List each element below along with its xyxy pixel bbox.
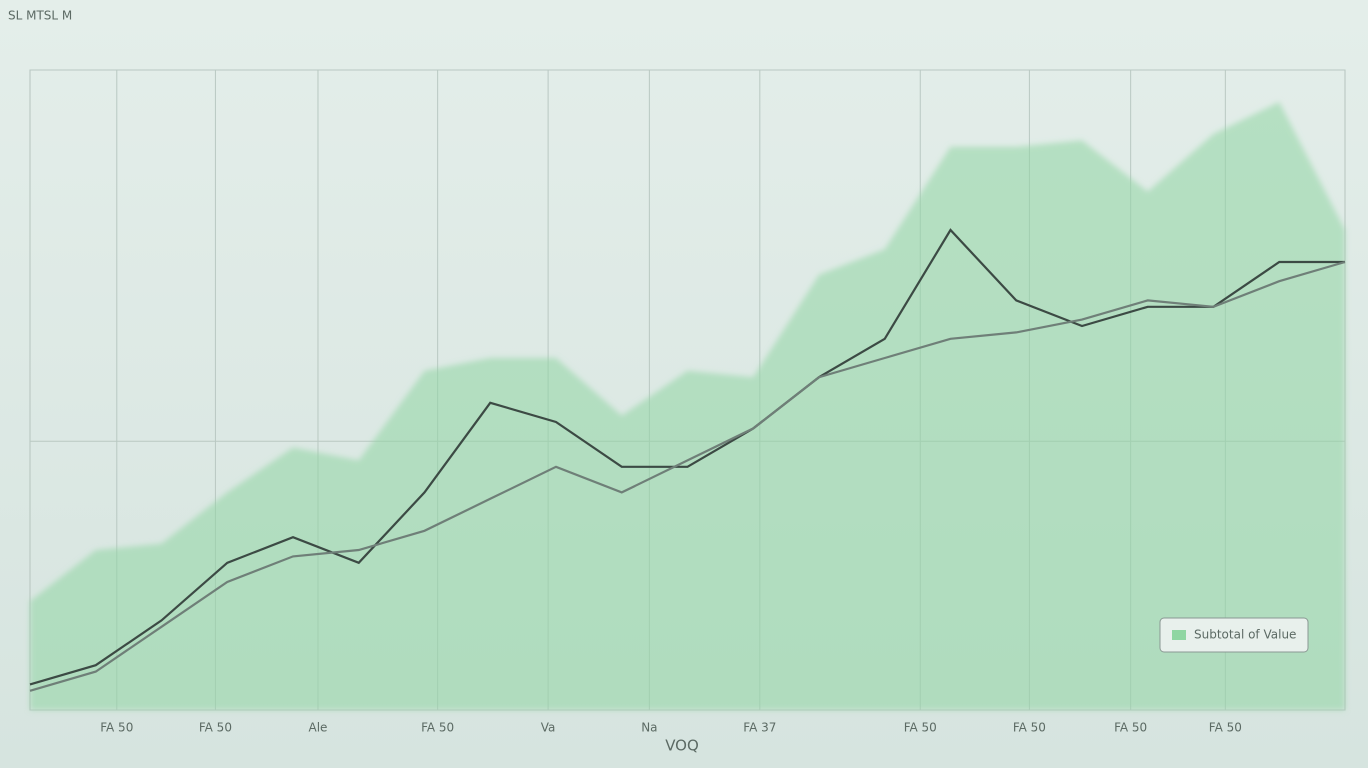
x-tick-label: Va xyxy=(541,721,556,735)
line xyxy=(29,260,1346,692)
legend-swatch xyxy=(1172,630,1186,640)
x-tick-label: FA 50 xyxy=(199,721,232,735)
x-tick-label: FA 50 xyxy=(1209,721,1242,735)
x-tick-label: Ale xyxy=(309,721,328,735)
chart-title: SL MTSL M xyxy=(8,9,72,23)
x-tick-label: FA 50 xyxy=(904,721,937,735)
x-axis-label: VOQ xyxy=(665,737,699,755)
x-tick-label: FA 50 xyxy=(1013,721,1046,735)
line xyxy=(29,228,1345,686)
x-tick-label: FA 50 xyxy=(1114,721,1147,735)
legend-label: Subtotal of Value xyxy=(1194,628,1296,642)
area xyxy=(30,102,1345,710)
x-tick-label: FA 37 xyxy=(743,721,776,735)
x-tick-label: FA 50 xyxy=(421,721,454,735)
x-tick-label: Na xyxy=(641,721,657,735)
legend-box xyxy=(1159,617,1309,653)
x-tick-label: FA 50 xyxy=(100,721,133,735)
